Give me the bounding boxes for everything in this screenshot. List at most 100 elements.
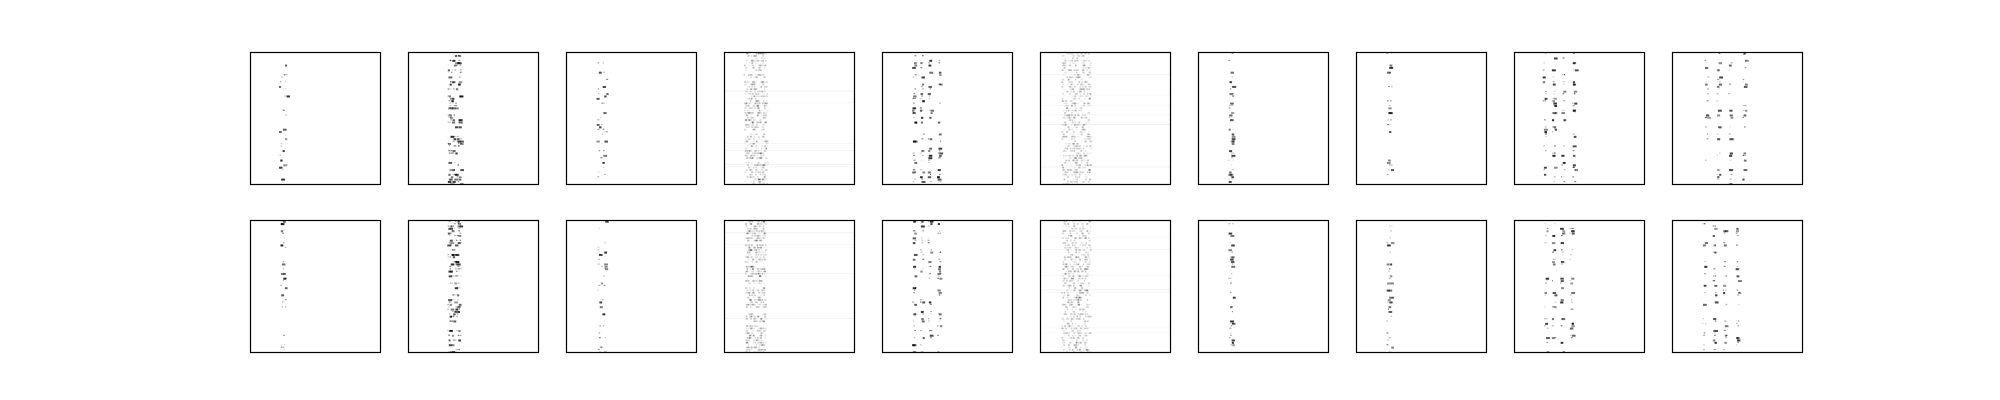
heat-cell — [758, 59, 762, 62]
heat-cell — [454, 173, 458, 176]
heat-cell — [1724, 341, 1727, 344]
heat-cell — [1232, 256, 1235, 259]
heat-cell — [1067, 234, 1070, 237]
heat-cell — [1086, 223, 1089, 225]
heat-cell — [1086, 57, 1088, 60]
heat-cell — [1073, 131, 1075, 133]
heat-cell — [745, 339, 748, 342]
heat-cell — [747, 237, 749, 239]
heat-cell — [1063, 66, 1066, 69]
heat-cell — [913, 140, 918, 143]
heat-cell — [598, 258, 600, 260]
heat-cell — [1572, 62, 1576, 65]
heat-cell — [1546, 230, 1549, 233]
heat-cell — [745, 161, 748, 164]
heat-cell — [912, 320, 915, 322]
heat-cell — [283, 128, 287, 131]
heat-cell — [751, 237, 753, 239]
heat-cell — [1562, 230, 1566, 233]
heat-cell — [1546, 341, 1548, 344]
heat-cell — [1086, 320, 1088, 323]
heat-row-trace — [1040, 275, 1171, 276]
heat-cell — [1072, 88, 1074, 90]
heat-cell — [1231, 112, 1235, 115]
heat-cell — [914, 275, 918, 278]
heat-cell — [1076, 123, 1079, 126]
heat-cell — [760, 169, 764, 171]
heat-cell — [447, 95, 449, 97]
heat-cell — [1074, 239, 1076, 242]
heat-cell — [1082, 123, 1085, 126]
heat-cell — [1066, 180, 1070, 183]
heat-cell — [1064, 265, 1066, 268]
heat-cell — [761, 272, 764, 275]
heat-cell — [1086, 289, 1089, 292]
heat-cell — [754, 280, 757, 282]
heat-cell — [930, 173, 932, 176]
heat-cell — [1089, 135, 1092, 138]
heat-cell — [749, 287, 751, 289]
heat-cell — [1552, 306, 1555, 308]
heat-cell — [1068, 169, 1072, 171]
heat-cell — [762, 346, 766, 349]
heat-cell — [756, 341, 760, 344]
heat-cell — [1560, 277, 1563, 279]
heat-cell — [1735, 268, 1739, 271]
heat-cell — [449, 116, 452, 119]
heatmap-panel-r1-c9 — [1671, 219, 1804, 354]
heat-cell — [745, 327, 748, 330]
heatmap-panel-r0-c2 — [565, 51, 698, 186]
heat-cell — [763, 133, 766, 136]
heat-cell — [751, 83, 754, 86]
heat-cell — [938, 275, 940, 277]
heat-cell — [1085, 268, 1089, 270]
heat-cell — [1084, 270, 1087, 273]
heat-cell — [762, 173, 765, 176]
heat-cell — [759, 173, 762, 176]
heat-cell — [939, 157, 942, 159]
heat-cell — [760, 95, 762, 98]
heat-cell — [749, 157, 751, 159]
heat-cell — [756, 239, 758, 242]
heat-cell — [1067, 71, 1070, 74]
heat-cell — [744, 119, 747, 121]
heat-cell — [456, 270, 458, 272]
heat-cell — [1066, 114, 1068, 117]
heat-cell — [761, 74, 765, 76]
heat-cell — [452, 59, 456, 62]
heat-cell — [1066, 180, 1069, 183]
heat-cell — [1079, 329, 1082, 332]
heat-cell — [763, 76, 766, 79]
heat-cell — [1064, 223, 1067, 225]
heat-cell — [1074, 140, 1077, 143]
heat-cell — [1088, 169, 1092, 171]
heat-cell — [763, 291, 766, 294]
heat-cell — [762, 114, 764, 117]
panel-frame — [1513, 219, 1646, 354]
heat-cell — [1061, 100, 1063, 102]
heat-cell — [1064, 173, 1068, 176]
heat-cell — [1712, 280, 1715, 282]
heat-cell — [754, 272, 757, 275]
heat-cell — [1083, 318, 1085, 320]
heat-cell — [597, 289, 599, 291]
panel-frame — [1355, 219, 1488, 354]
heat-cell — [459, 306, 462, 308]
heat-cell — [1085, 348, 1088, 351]
heat-cell — [746, 287, 748, 289]
heat-cell — [600, 306, 602, 308]
heat-cell — [753, 225, 756, 228]
heat-cell — [760, 121, 762, 124]
heat-cell — [1084, 268, 1087, 270]
heat-cell — [1063, 256, 1065, 258]
heat-cell — [759, 256, 762, 258]
heat-cell — [458, 83, 460, 85]
heat-cell — [746, 176, 748, 178]
heat-cell — [764, 258, 767, 261]
heat-cell — [762, 90, 764, 93]
heat-cell — [1087, 303, 1091, 306]
heat-cell — [1704, 265, 1708, 268]
heat-cell — [1079, 90, 1081, 93]
heat-cell — [759, 339, 762, 342]
heat-cell — [1078, 334, 1081, 337]
